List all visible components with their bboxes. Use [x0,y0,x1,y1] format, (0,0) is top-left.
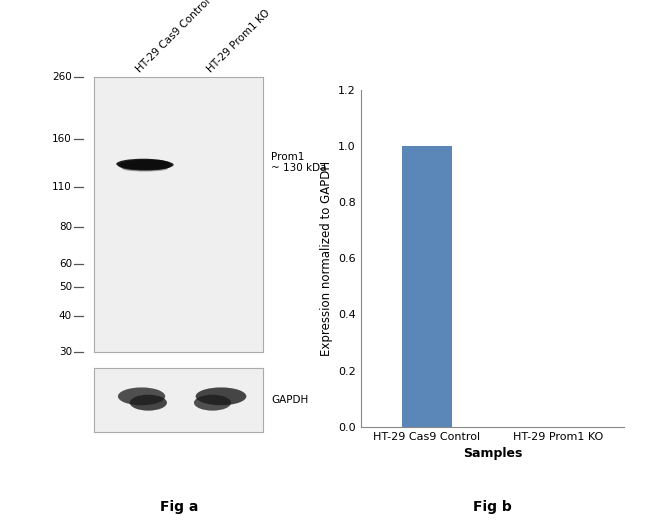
Text: 110: 110 [52,182,72,192]
Ellipse shape [116,158,170,169]
Text: 160: 160 [52,134,72,144]
Y-axis label: Expression normalized to GAPDH: Expression normalized to GAPDH [320,161,333,356]
Text: GAPDH: GAPDH [271,395,308,405]
Ellipse shape [196,387,246,405]
Text: Fig b: Fig b [473,500,512,514]
Ellipse shape [122,166,168,172]
Text: 60: 60 [58,259,72,269]
Ellipse shape [194,395,231,411]
Text: Prom1
~ 130 kDa: Prom1 ~ 130 kDa [271,152,326,173]
Ellipse shape [120,160,174,170]
Ellipse shape [118,160,172,171]
Text: 40: 40 [58,311,72,321]
Text: 80: 80 [58,222,72,232]
Text: 260: 260 [52,72,72,82]
Text: HT-29 Prom1 KO: HT-29 Prom1 KO [205,7,272,74]
X-axis label: Samples: Samples [463,447,522,460]
Text: HT-29 Cas9 Control: HT-29 Cas9 Control [135,0,213,74]
Bar [402,146,452,427]
Ellipse shape [130,395,167,411]
Text: 50: 50 [58,282,72,292]
Text: 30: 30 [58,348,72,357]
Ellipse shape [118,387,165,405]
Text: Fig a: Fig a [159,500,198,514]
